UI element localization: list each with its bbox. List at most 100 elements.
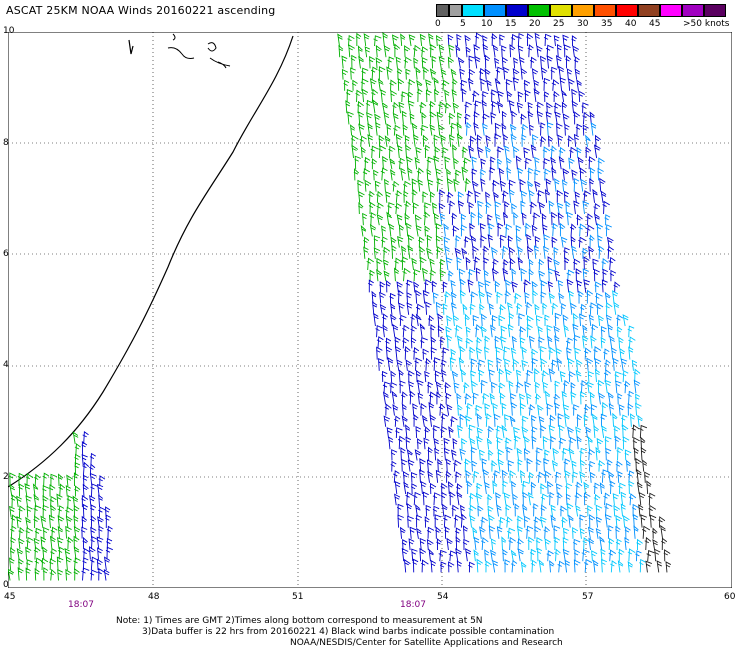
wind-barb (547, 280, 554, 293)
wind-barb (505, 516, 513, 528)
wind-barb (472, 245, 479, 259)
wind-barb (465, 256, 471, 271)
wind-barb (543, 526, 550, 539)
wind-barb (503, 559, 511, 573)
wind-barb (526, 33, 534, 47)
wind-barb (484, 68, 491, 80)
wind-barb (392, 404, 399, 416)
wind-barb (496, 357, 502, 371)
wind-barb (447, 34, 454, 47)
wind-barb (593, 493, 601, 506)
wind-barb (553, 393, 560, 405)
wind-barb (556, 189, 564, 203)
wind-barb (572, 258, 581, 271)
wind-barb (593, 482, 600, 495)
wind-barb (419, 256, 427, 271)
wind-barb (385, 337, 392, 349)
wind-barb (487, 234, 493, 248)
wind-barb (510, 549, 517, 562)
wind-barb (648, 504, 657, 517)
wind-barb (581, 549, 590, 562)
wind-barb (429, 44, 437, 58)
wind-barb (64, 548, 71, 560)
wind-barb (554, 335, 560, 349)
wind-barb (360, 78, 369, 91)
wind-barb (390, 302, 396, 315)
wind-barb (581, 247, 589, 259)
wind-barb (626, 459, 631, 472)
wind-barb (509, 123, 517, 136)
wind-barb (535, 315, 543, 327)
wind-barb (97, 568, 106, 581)
wind-barb (400, 167, 406, 181)
wind-barb (465, 548, 472, 562)
wind-barb (509, 393, 517, 405)
wind-barb (508, 470, 516, 483)
wind-barb (588, 234, 595, 248)
wind-barb (372, 99, 379, 114)
wind-barb (571, 471, 578, 483)
wind-barb (582, 111, 590, 125)
legend-label-0: 0 (435, 19, 441, 29)
wind-barb (492, 480, 498, 495)
wind-barb (440, 359, 447, 371)
wind-barb (448, 200, 456, 215)
wind-barb (604, 379, 612, 394)
wind-barb (507, 527, 516, 539)
wind-barb (449, 122, 458, 136)
wind-barb (89, 569, 98, 581)
wind-barb (518, 325, 527, 338)
wind-barb (73, 504, 80, 518)
wind-barb (448, 550, 457, 562)
wind-barb (468, 561, 475, 573)
legend-swatch-11 (660, 4, 682, 17)
wind-barb (615, 380, 622, 394)
wind-barb (538, 258, 545, 271)
wind-barb (579, 391, 587, 405)
wind-barb (414, 156, 420, 170)
wind-barb (345, 100, 351, 114)
wind-barb (367, 134, 373, 147)
wind-barb (608, 537, 615, 551)
wind-barb (484, 279, 491, 293)
wind-barb (386, 427, 393, 439)
wind-barb (597, 167, 604, 181)
wind-barb (449, 415, 458, 427)
wind-barb (392, 112, 399, 125)
wind-barb (573, 111, 581, 125)
wind-barb (638, 504, 644, 517)
wind-barb (520, 267, 528, 282)
wind-barb (385, 346, 393, 360)
wind-barb (588, 537, 595, 551)
wind-barb (542, 224, 548, 237)
wind-barb (418, 246, 425, 259)
wind-barb (403, 481, 409, 495)
wind-barb (478, 281, 485, 293)
wind-barb (508, 536, 516, 551)
wind-barb (364, 179, 372, 192)
wind-barb (605, 224, 612, 237)
wind-barb (439, 269, 447, 282)
wind-barb (65, 515, 73, 529)
wind-barb (435, 246, 444, 259)
wind-barb (429, 258, 435, 271)
wind-barb (459, 278, 466, 293)
wind-barb (578, 236, 586, 248)
wind-barb (545, 44, 554, 58)
wind-barb (426, 168, 432, 181)
wind-barb (369, 212, 377, 226)
wind-barb (578, 90, 585, 103)
wind-barb (25, 527, 33, 539)
wind-barb (615, 538, 622, 551)
wind-barb (490, 100, 498, 114)
wind-barb (623, 515, 630, 528)
wind-barb (437, 458, 443, 472)
wind-barb (34, 557, 43, 571)
wind-barb (397, 235, 404, 248)
wind-barb (422, 66, 429, 80)
wind-barb (404, 134, 410, 147)
wind-barb (407, 370, 415, 383)
wind-barb (557, 413, 564, 427)
wind-barb (482, 123, 488, 136)
wind-barb (429, 269, 436, 282)
